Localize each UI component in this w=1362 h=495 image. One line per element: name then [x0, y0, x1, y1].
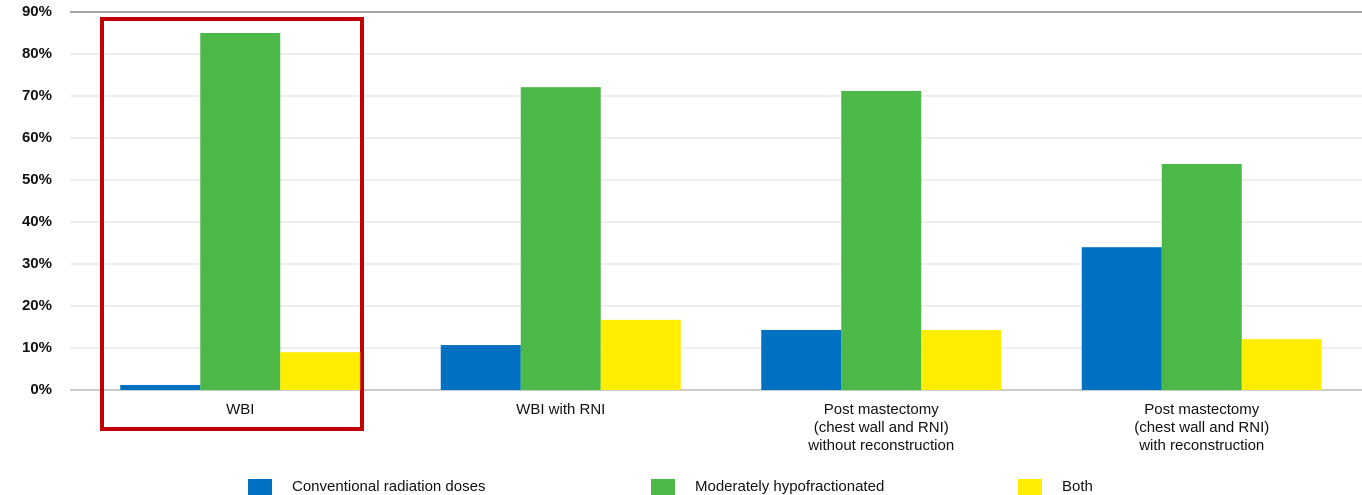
bar [120, 384, 201, 390]
bar [841, 90, 922, 391]
y-tick-label: 30% [22, 255, 52, 272]
x-tick-label: Post mastectomy (chest wall and RNI) wit… [808, 401, 955, 454]
y-tick-label: 0% [30, 381, 52, 398]
y-tick-label: 50% [22, 171, 52, 188]
legend-label: Moderately hypofractionated [695, 478, 884, 495]
y-tick-label: 70% [22, 87, 52, 104]
highlight-box [100, 17, 364, 431]
y-tick-label: 10% [22, 339, 52, 356]
x-tick-label: WBI with RNI [516, 401, 606, 418]
bar [1161, 164, 1242, 390]
x-tick-label: Post mastectomy (chest wall and RNI) wit… [1134, 401, 1270, 454]
y-tick-label: 80% [22, 45, 52, 62]
bar [1241, 339, 1322, 390]
y-tick-label: 20% [22, 297, 52, 314]
legend-swatch [248, 479, 272, 495]
bar [440, 345, 521, 390]
y-tick-label: 60% [22, 129, 52, 146]
bar [200, 33, 281, 390]
legend-label: Conventional radiation doses [292, 478, 485, 495]
bar [761, 329, 842, 390]
legend-label: Both [1062, 478, 1093, 495]
bar [1081, 247, 1162, 390]
bar [921, 329, 1002, 390]
y-tick-label: 40% [22, 213, 52, 230]
bar [520, 87, 601, 391]
legend-swatch [651, 479, 675, 495]
legend-swatch [1018, 479, 1042, 495]
y-tick-label: 90% [22, 3, 52, 20]
x-tick-label: WBI [226, 401, 255, 418]
bar [280, 352, 361, 390]
bar [600, 319, 681, 390]
